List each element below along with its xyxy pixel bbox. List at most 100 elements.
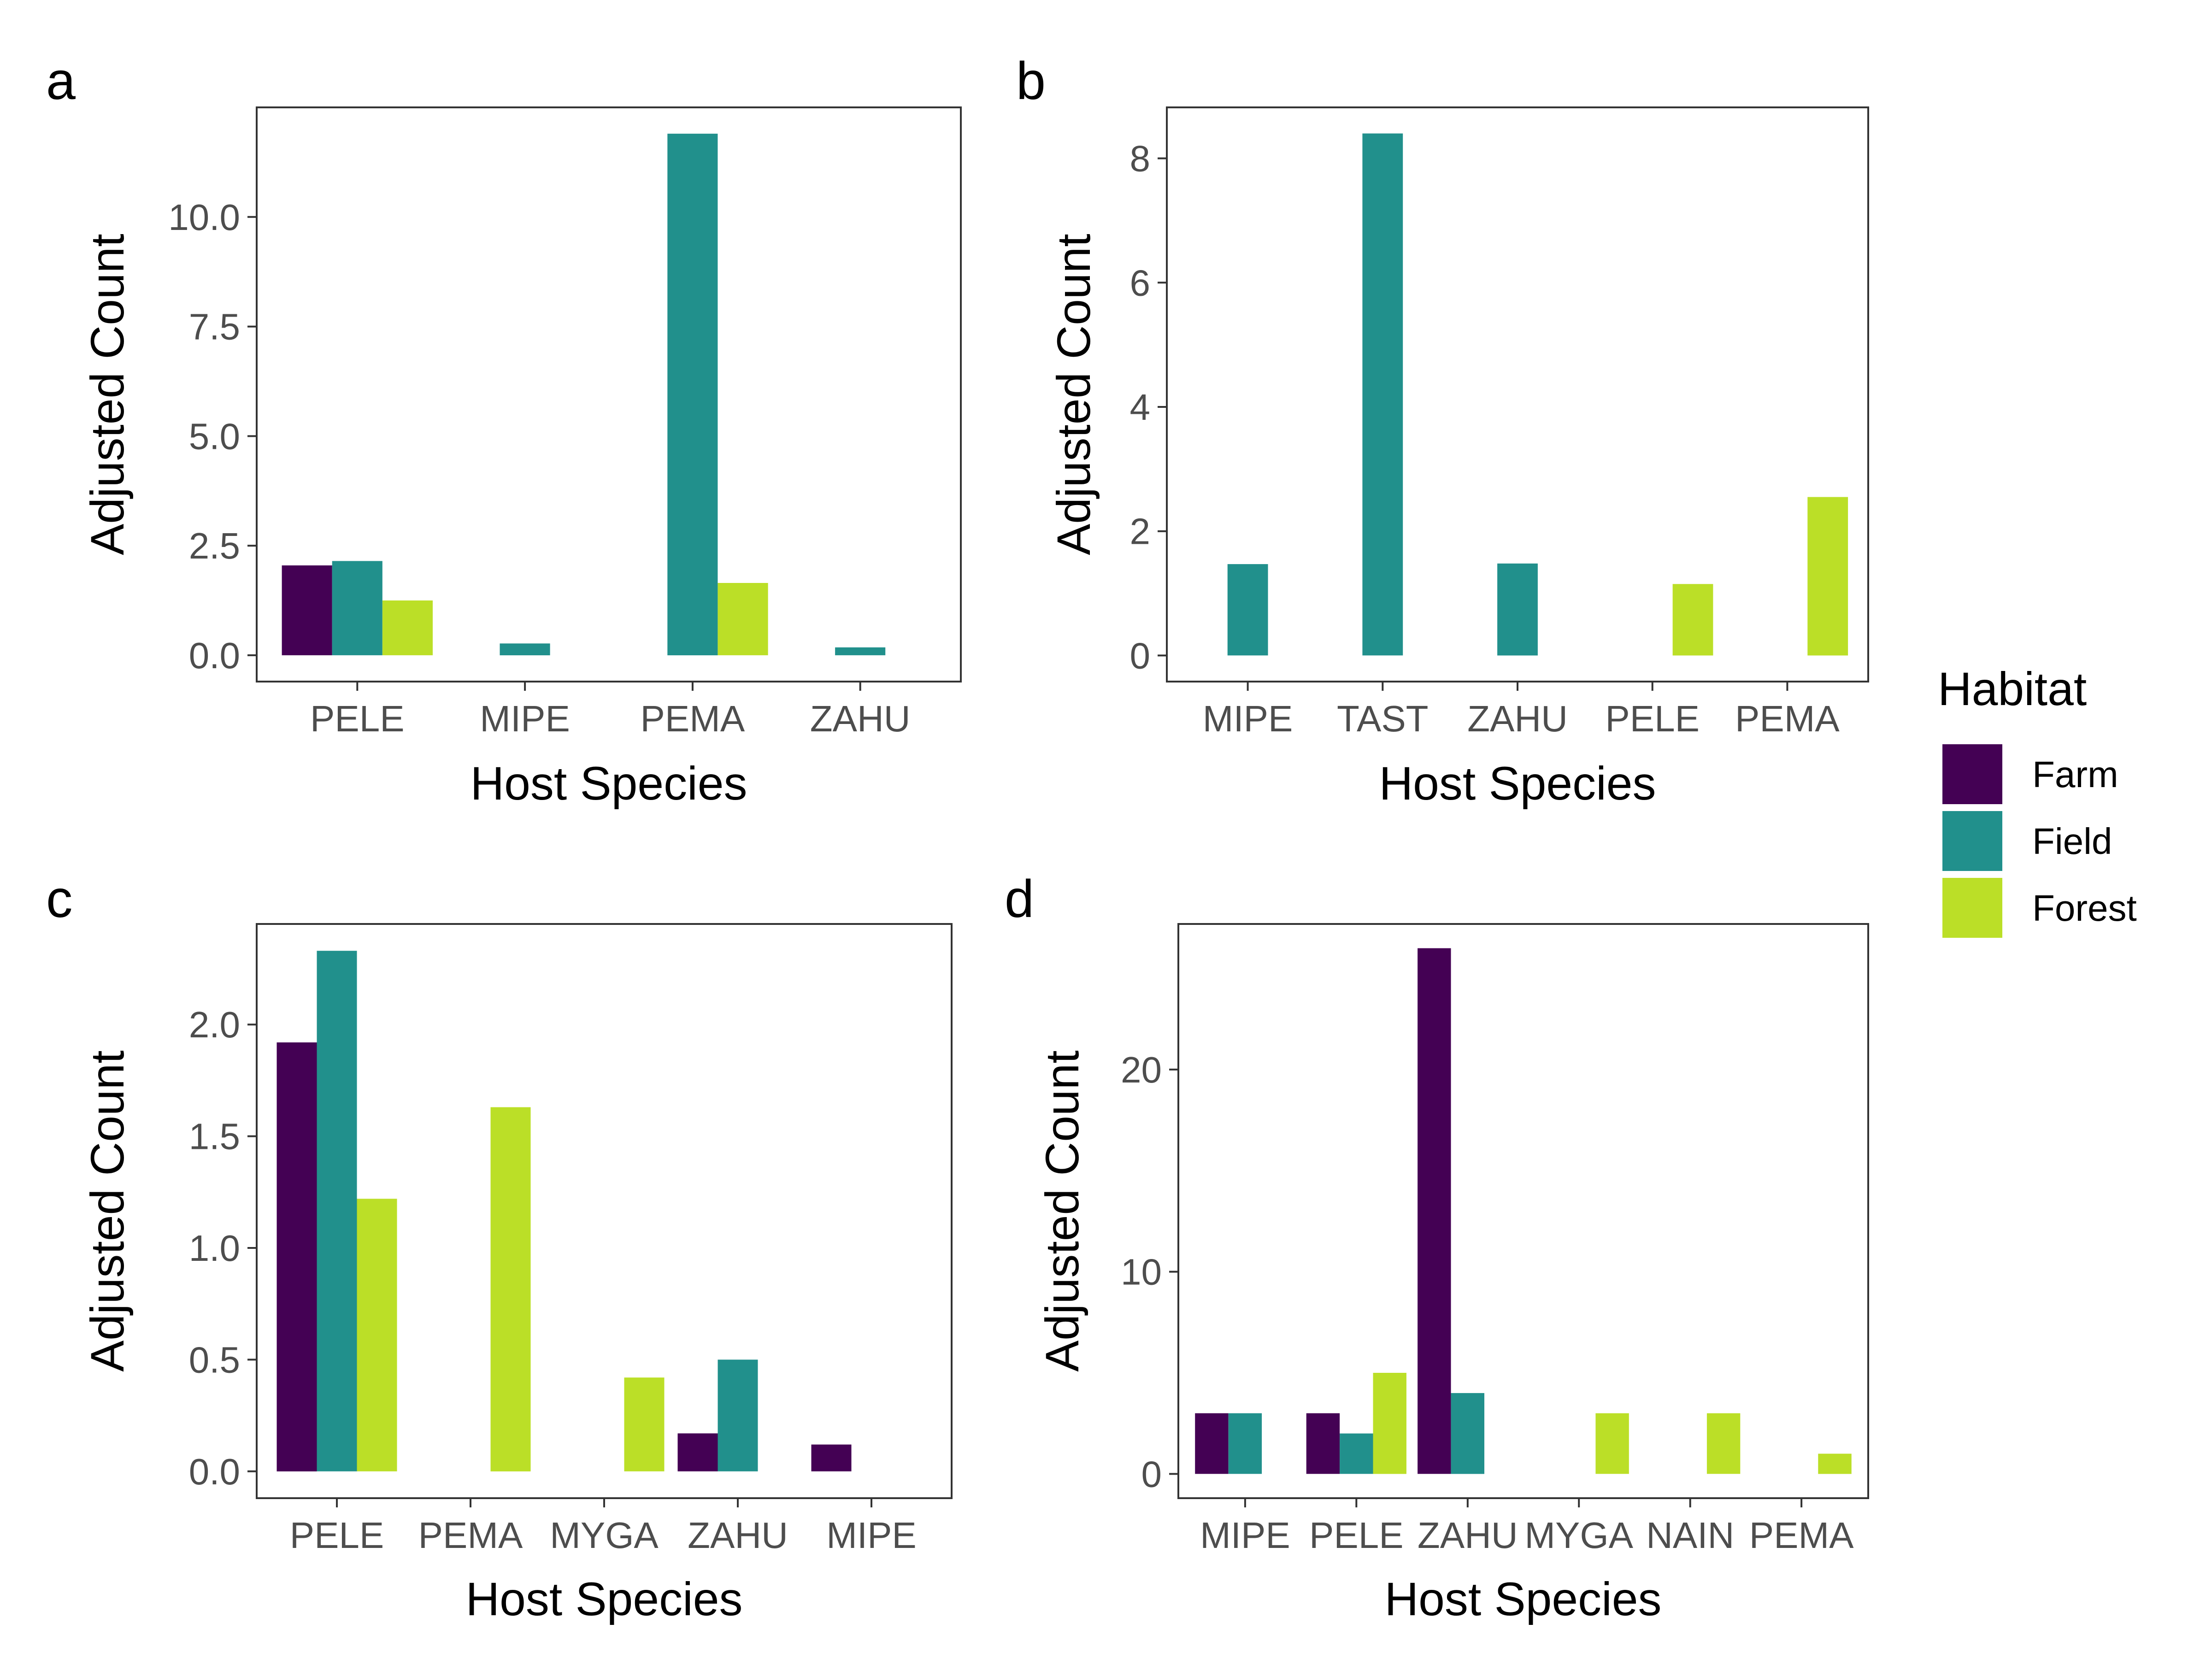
panel-c-bar-pele-forest xyxy=(357,1199,397,1471)
panel-b-x-tick-label-mipe: MIPE xyxy=(1203,698,1293,739)
panel-d-bar-myga-forest xyxy=(1595,1413,1629,1474)
panel-a-x-tick-label-zahu: ZAHU xyxy=(810,698,911,739)
panel-c-x-tick-label-mipe: MIPE xyxy=(826,1515,917,1556)
panel-c-bar-mipe-farm xyxy=(811,1444,852,1471)
panel-d-bar-pele-field xyxy=(1340,1433,1373,1474)
panel-a-y-tick-label-3: 7.5 xyxy=(189,306,240,347)
legend-title: Habitat xyxy=(1938,663,2087,715)
panel-a-bar-pele-forest xyxy=(382,600,433,655)
panel-d-bars xyxy=(1195,948,1852,1474)
panel-b-tag: b xyxy=(1016,52,1046,111)
panel-b-y-tick-label-0: 0 xyxy=(1130,635,1151,676)
panel-d-x-tick-label-zahu: ZAHU xyxy=(1418,1515,1518,1556)
panel-c-x-tick-label-pema: PEMA xyxy=(418,1515,523,1556)
panel-d-plot-frame xyxy=(1177,923,1869,1499)
panel-b-bar-pema-forest xyxy=(1807,497,1848,656)
panel-c: c 0.0 0.5 1.0 1.5 2.0 PELE PEMA MYGA ZAHU MIPE H… xyxy=(46,870,953,1625)
panel-a-x-axis: PELE MIPE PEMA ZAHU xyxy=(310,682,911,739)
panel-c-bar-zahu-field xyxy=(718,1359,758,1471)
panel-b-x-tick-label-pele: PELE xyxy=(1605,698,1700,739)
panel-b-x-tick-label-pema: PEMA xyxy=(1735,698,1840,739)
panel-d-bar-nain-forest xyxy=(1706,1413,1741,1474)
panel-a-bar-pele-field xyxy=(332,561,382,655)
panel-c-tag: c xyxy=(46,870,73,929)
panel-c-bar-myga-forest xyxy=(624,1377,665,1471)
legend-label-forest: Forest xyxy=(2032,888,2137,929)
panel-a-y-axis: 0.0 2.5 5.0 7.5 10.0 xyxy=(168,197,257,676)
panel-b-y-tick-label-3: 6 xyxy=(1130,262,1151,303)
panel-b-x-tick-label-tast: TAST xyxy=(1337,698,1429,739)
panel-c-bar-pele-farm xyxy=(276,1042,317,1471)
panel-b-bars xyxy=(1227,133,1848,656)
panel-d-bar-pele-farm xyxy=(1306,1413,1340,1474)
panel-c-bars xyxy=(276,951,852,1471)
panel-c-y-tick-label-4: 2.0 xyxy=(189,1004,240,1045)
panel-a-bar-pema-field xyxy=(667,134,718,656)
panel-d-x-axis-title: Host Species xyxy=(1385,1573,1662,1625)
panel-d-x-tick-label-pele: PELE xyxy=(1309,1515,1404,1556)
panel-b-x-axis: MIPE TAST ZAHU PELE PEMA xyxy=(1203,682,1840,739)
panel-d-y-tick-label-0: 0 xyxy=(1141,1453,1162,1494)
panel-a-y-axis-title: Adjusted Count xyxy=(81,234,134,555)
panel-a-x-tick-label-pema: PEMA xyxy=(641,698,745,739)
legend: Habitat Farm Field Forest xyxy=(1938,663,2137,938)
panel-c-bar-pema-forest xyxy=(490,1107,531,1471)
legend-key-field xyxy=(1942,811,2002,871)
panel-d-x-tick-label-pema: PEMA xyxy=(1749,1515,1854,1556)
panel-d-x-tick-label-mipe: MIPE xyxy=(1200,1515,1290,1556)
panel-b-y-axis: 0 2 4 6 8 xyxy=(1130,138,1167,676)
panel-a-x-axis-title: Host Species xyxy=(471,757,747,810)
panel-d-bar-zahu-field xyxy=(1451,1393,1484,1474)
legend-key-farm xyxy=(1942,744,2002,804)
panel-c-y-tick-label-2: 1.0 xyxy=(189,1228,240,1269)
panel-d: d 0 10 20 MIPE PELE ZAHU MYGA NAIN PEMA Host Sp… xyxy=(1005,870,1869,1625)
panel-b-x-axis-title: Host Species xyxy=(1379,757,1656,810)
panel-b-bar-tast-field xyxy=(1362,133,1403,656)
panel-a-y-tick-label-2: 5.0 xyxy=(189,416,240,457)
panel-d-bar-pema-forest xyxy=(1818,1453,1852,1474)
panel-b-y-tick-label-4: 8 xyxy=(1130,138,1151,179)
panel-c-y-tick-label-1: 0.5 xyxy=(189,1339,240,1380)
panel-a-y-tick-label-4: 10.0 xyxy=(168,197,240,238)
panel-c-y-axis: 0.0 0.5 1.0 1.5 2.0 xyxy=(189,1004,257,1492)
panel-c-y-tick-label-3: 1.5 xyxy=(189,1116,240,1157)
panel-c-x-tick-label-zahu: ZAHU xyxy=(688,1515,788,1556)
panel-c-bar-zahu-farm xyxy=(677,1433,718,1471)
panel-a-y-tick-label-1: 2.5 xyxy=(189,525,240,566)
panel-c-bar-pele-field xyxy=(317,951,357,1471)
panel-d-x-tick-label-myga: MYGA xyxy=(1524,1515,1633,1556)
panel-a-bar-pele-farm xyxy=(282,565,332,655)
panel-d-y-axis: 0 10 20 xyxy=(1121,1049,1178,1494)
panel-b-y-tick-label-2: 4 xyxy=(1130,387,1151,428)
panel-d-y-axis-title: Adjusted Count xyxy=(1036,1050,1088,1371)
legend-label-field: Field xyxy=(2032,821,2112,862)
panel-a-x-tick-label-pele: PELE xyxy=(310,698,405,739)
panel-c-x-tick-label-pele: PELE xyxy=(290,1515,384,1556)
panel-d-bar-zahu-farm xyxy=(1418,948,1451,1474)
panel-a-x-tick-label-mipe: MIPE xyxy=(480,698,570,739)
panel-b-x-tick-label-zahu: ZAHU xyxy=(1467,698,1568,739)
panel-b: b 0 2 4 6 8 MIPE TAST ZAHU PELE PEMA Host Specie… xyxy=(1016,52,1869,810)
panel-b-bar-zahu-field xyxy=(1497,563,1538,656)
panel-b-bar-pele-forest xyxy=(1672,584,1713,656)
panel-d-y-tick-label-2: 20 xyxy=(1121,1049,1162,1090)
panel-b-y-tick-label-1: 2 xyxy=(1130,511,1151,552)
panel-d-x-tick-label-nain: NAIN xyxy=(1646,1515,1734,1556)
panel-c-y-tick-label-0: 0.0 xyxy=(189,1451,240,1492)
panel-d-bar-pele-forest xyxy=(1373,1373,1406,1474)
panel-a-plot-frame xyxy=(256,106,962,682)
panel-b-y-axis-title: Adjusted Count xyxy=(1047,234,1100,555)
legend-label-farm: Farm xyxy=(2032,754,2118,795)
legend-key-forest xyxy=(1942,878,2002,938)
panel-a-tag: a xyxy=(46,52,76,111)
panel-c-y-axis-title: Adjusted Count xyxy=(81,1050,134,1371)
panel-a-bar-zahu-field xyxy=(835,647,886,655)
panel-a: a 0.0 2.5 5.0 7.5 10.0 PELE MIPE PEMA ZAHU Host… xyxy=(46,52,962,810)
panel-d-y-tick-label-1: 10 xyxy=(1121,1252,1162,1293)
panel-a-bar-mipe-field xyxy=(500,643,550,655)
panel-a-y-tick-label-0: 0.0 xyxy=(189,635,240,676)
panel-d-x-axis: MIPE PELE ZAHU MYGA NAIN PEMA xyxy=(1200,1498,1854,1556)
panel-d-tag: d xyxy=(1005,870,1034,929)
panel-c-x-axis: PELE PEMA MYGA ZAHU MIPE xyxy=(290,1498,917,1556)
